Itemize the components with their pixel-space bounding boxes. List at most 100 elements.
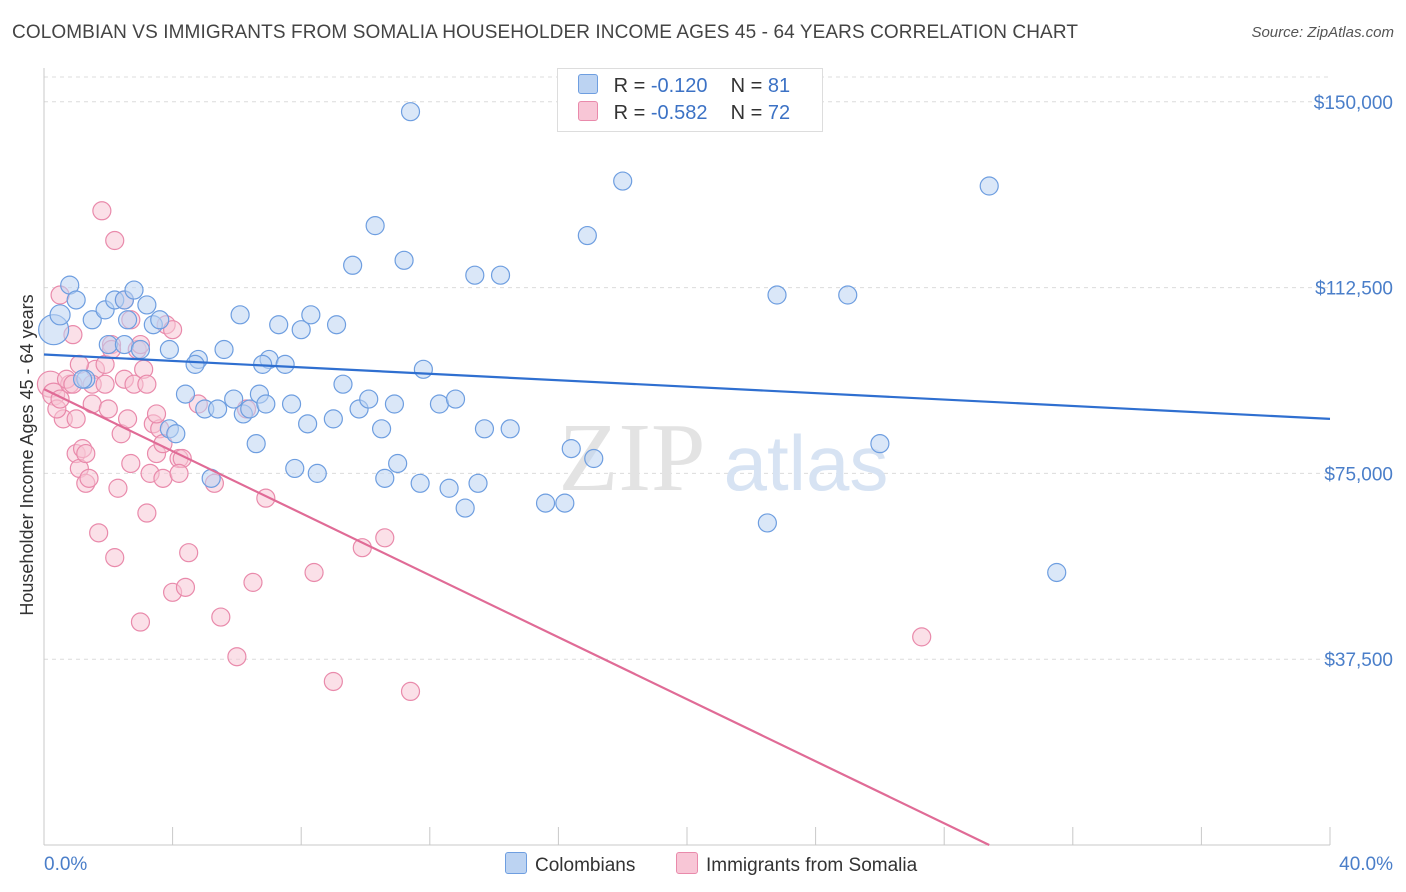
colombian-point xyxy=(584,448,604,469)
legend-r-value-colombians: -0.120 xyxy=(650,75,708,97)
colombian-trend-line xyxy=(43,353,1331,420)
somalia-point xyxy=(227,647,247,667)
colombian-point xyxy=(82,310,102,330)
legend-n-value-colombians: 81 xyxy=(767,75,791,97)
chart-source: Source: ZipAtlas.com xyxy=(1251,24,1394,41)
somalia-point xyxy=(98,399,118,419)
colombian-point xyxy=(246,434,266,454)
data-points xyxy=(36,102,1067,702)
colombian-point xyxy=(275,354,295,374)
colombian-point xyxy=(757,513,777,533)
colombian-point xyxy=(230,305,250,325)
colombian-point xyxy=(98,334,118,355)
somalia-point xyxy=(79,468,99,488)
colombian-point xyxy=(500,419,520,439)
colombian-point xyxy=(445,389,466,409)
colombian-point xyxy=(979,176,999,196)
colombian-point xyxy=(561,439,581,459)
somalia-point xyxy=(211,607,231,627)
colombian-point xyxy=(767,285,787,305)
somalia-point xyxy=(117,409,138,429)
colombian-point xyxy=(365,216,385,236)
colombian-point xyxy=(439,478,459,498)
colombian-point xyxy=(375,468,395,488)
colombian-point xyxy=(269,315,289,335)
bottom-legend-colombians: Colombians xyxy=(505,852,635,877)
somalia-point xyxy=(323,671,343,692)
colombian-point xyxy=(117,310,138,330)
y-tick-label: $37,500 xyxy=(1324,650,1393,671)
bottom-legend-swatch-somalia xyxy=(676,852,698,874)
somalia-point xyxy=(92,201,112,221)
colombian-point xyxy=(185,354,205,374)
colombian-point xyxy=(150,310,170,330)
colombian-point xyxy=(400,102,421,122)
correlation-legend: R = -0.120 N = 81 R = -0.582 N = 72 xyxy=(557,68,823,132)
colombian-point xyxy=(291,320,311,340)
somalia-point xyxy=(179,543,199,563)
somalia-point xyxy=(375,528,395,548)
legend-r-value-somalia: -0.582 xyxy=(650,102,708,124)
somalia-point xyxy=(175,577,196,597)
y-tick-label: $75,000 xyxy=(1324,464,1393,485)
legend-r-label: R = xyxy=(613,102,646,124)
colombian-point xyxy=(474,419,495,439)
somalia-point xyxy=(121,453,141,474)
colombian-point xyxy=(384,394,405,414)
bottom-legend-somalia: Immigrants from Somalia xyxy=(676,852,917,877)
axes xyxy=(43,68,1331,846)
axis-labels: $37,500 $75,000 $112,500 $150,000 0.0% 40.0% H… xyxy=(17,93,1393,875)
colombian-point xyxy=(326,315,347,335)
colombian-point xyxy=(208,399,228,419)
colombian-point xyxy=(555,493,575,513)
colombian-point xyxy=(66,290,86,310)
colombian-point xyxy=(613,171,633,191)
colombian-point xyxy=(285,458,305,479)
colombian-point xyxy=(159,339,179,360)
colombian-point xyxy=(371,419,392,439)
colombian-point xyxy=(413,359,433,379)
watermark-zip: ZIP xyxy=(559,404,706,512)
colombian-point xyxy=(490,265,511,285)
somalia-point xyxy=(243,572,263,592)
somalia-point xyxy=(130,612,151,632)
somalia-point xyxy=(66,409,86,429)
somalia-point xyxy=(400,681,421,702)
somalia-point xyxy=(95,374,115,394)
bottom-legend-label-colombians: Colombians xyxy=(535,855,636,876)
colombian-point xyxy=(333,374,353,394)
somalia-point xyxy=(137,374,157,394)
colombian-point xyxy=(124,280,144,300)
somalia-point xyxy=(105,548,125,568)
y-tick-label: $112,500 xyxy=(1315,279,1393,300)
watermark-atlas: atlas xyxy=(724,419,889,507)
colombian-point xyxy=(137,295,157,315)
colombian-point xyxy=(455,498,475,518)
colombian-point xyxy=(130,339,151,360)
colombian-point xyxy=(870,434,890,454)
colombian-point xyxy=(535,493,556,513)
somalia-point xyxy=(105,230,125,251)
x-tick-label-right: 40.0% xyxy=(1339,854,1393,875)
bottom-legend-label-somalia: Immigrants from Somalia xyxy=(706,855,918,876)
colombian-point xyxy=(343,255,363,275)
colombian-point xyxy=(49,304,71,326)
colombian-point xyxy=(175,384,196,404)
colombian-point xyxy=(114,334,134,355)
colombian-point xyxy=(838,285,858,305)
colombian-point xyxy=(429,394,450,414)
y-axis-label: Householder Income Ages 45 - 64 years xyxy=(17,294,37,615)
legend-r-label: R = xyxy=(613,75,646,97)
legend-row-colombians: R = -0.120 N = 81 xyxy=(578,74,790,100)
colombian-point xyxy=(298,414,318,434)
somalia-point xyxy=(352,538,372,558)
legend-n-value-somalia: 72 xyxy=(767,102,791,124)
chart-title: COLOMBIAN VS IMMIGRANTS FROM SOMALIA HOU… xyxy=(12,22,1079,43)
somalia-point xyxy=(137,503,157,523)
colombian-point xyxy=(166,424,186,444)
colombian-point xyxy=(72,369,93,389)
bottom-legend-swatch-colombians xyxy=(505,852,527,874)
colombian-point xyxy=(394,250,414,270)
legend-swatch-colombians xyxy=(578,74,598,94)
